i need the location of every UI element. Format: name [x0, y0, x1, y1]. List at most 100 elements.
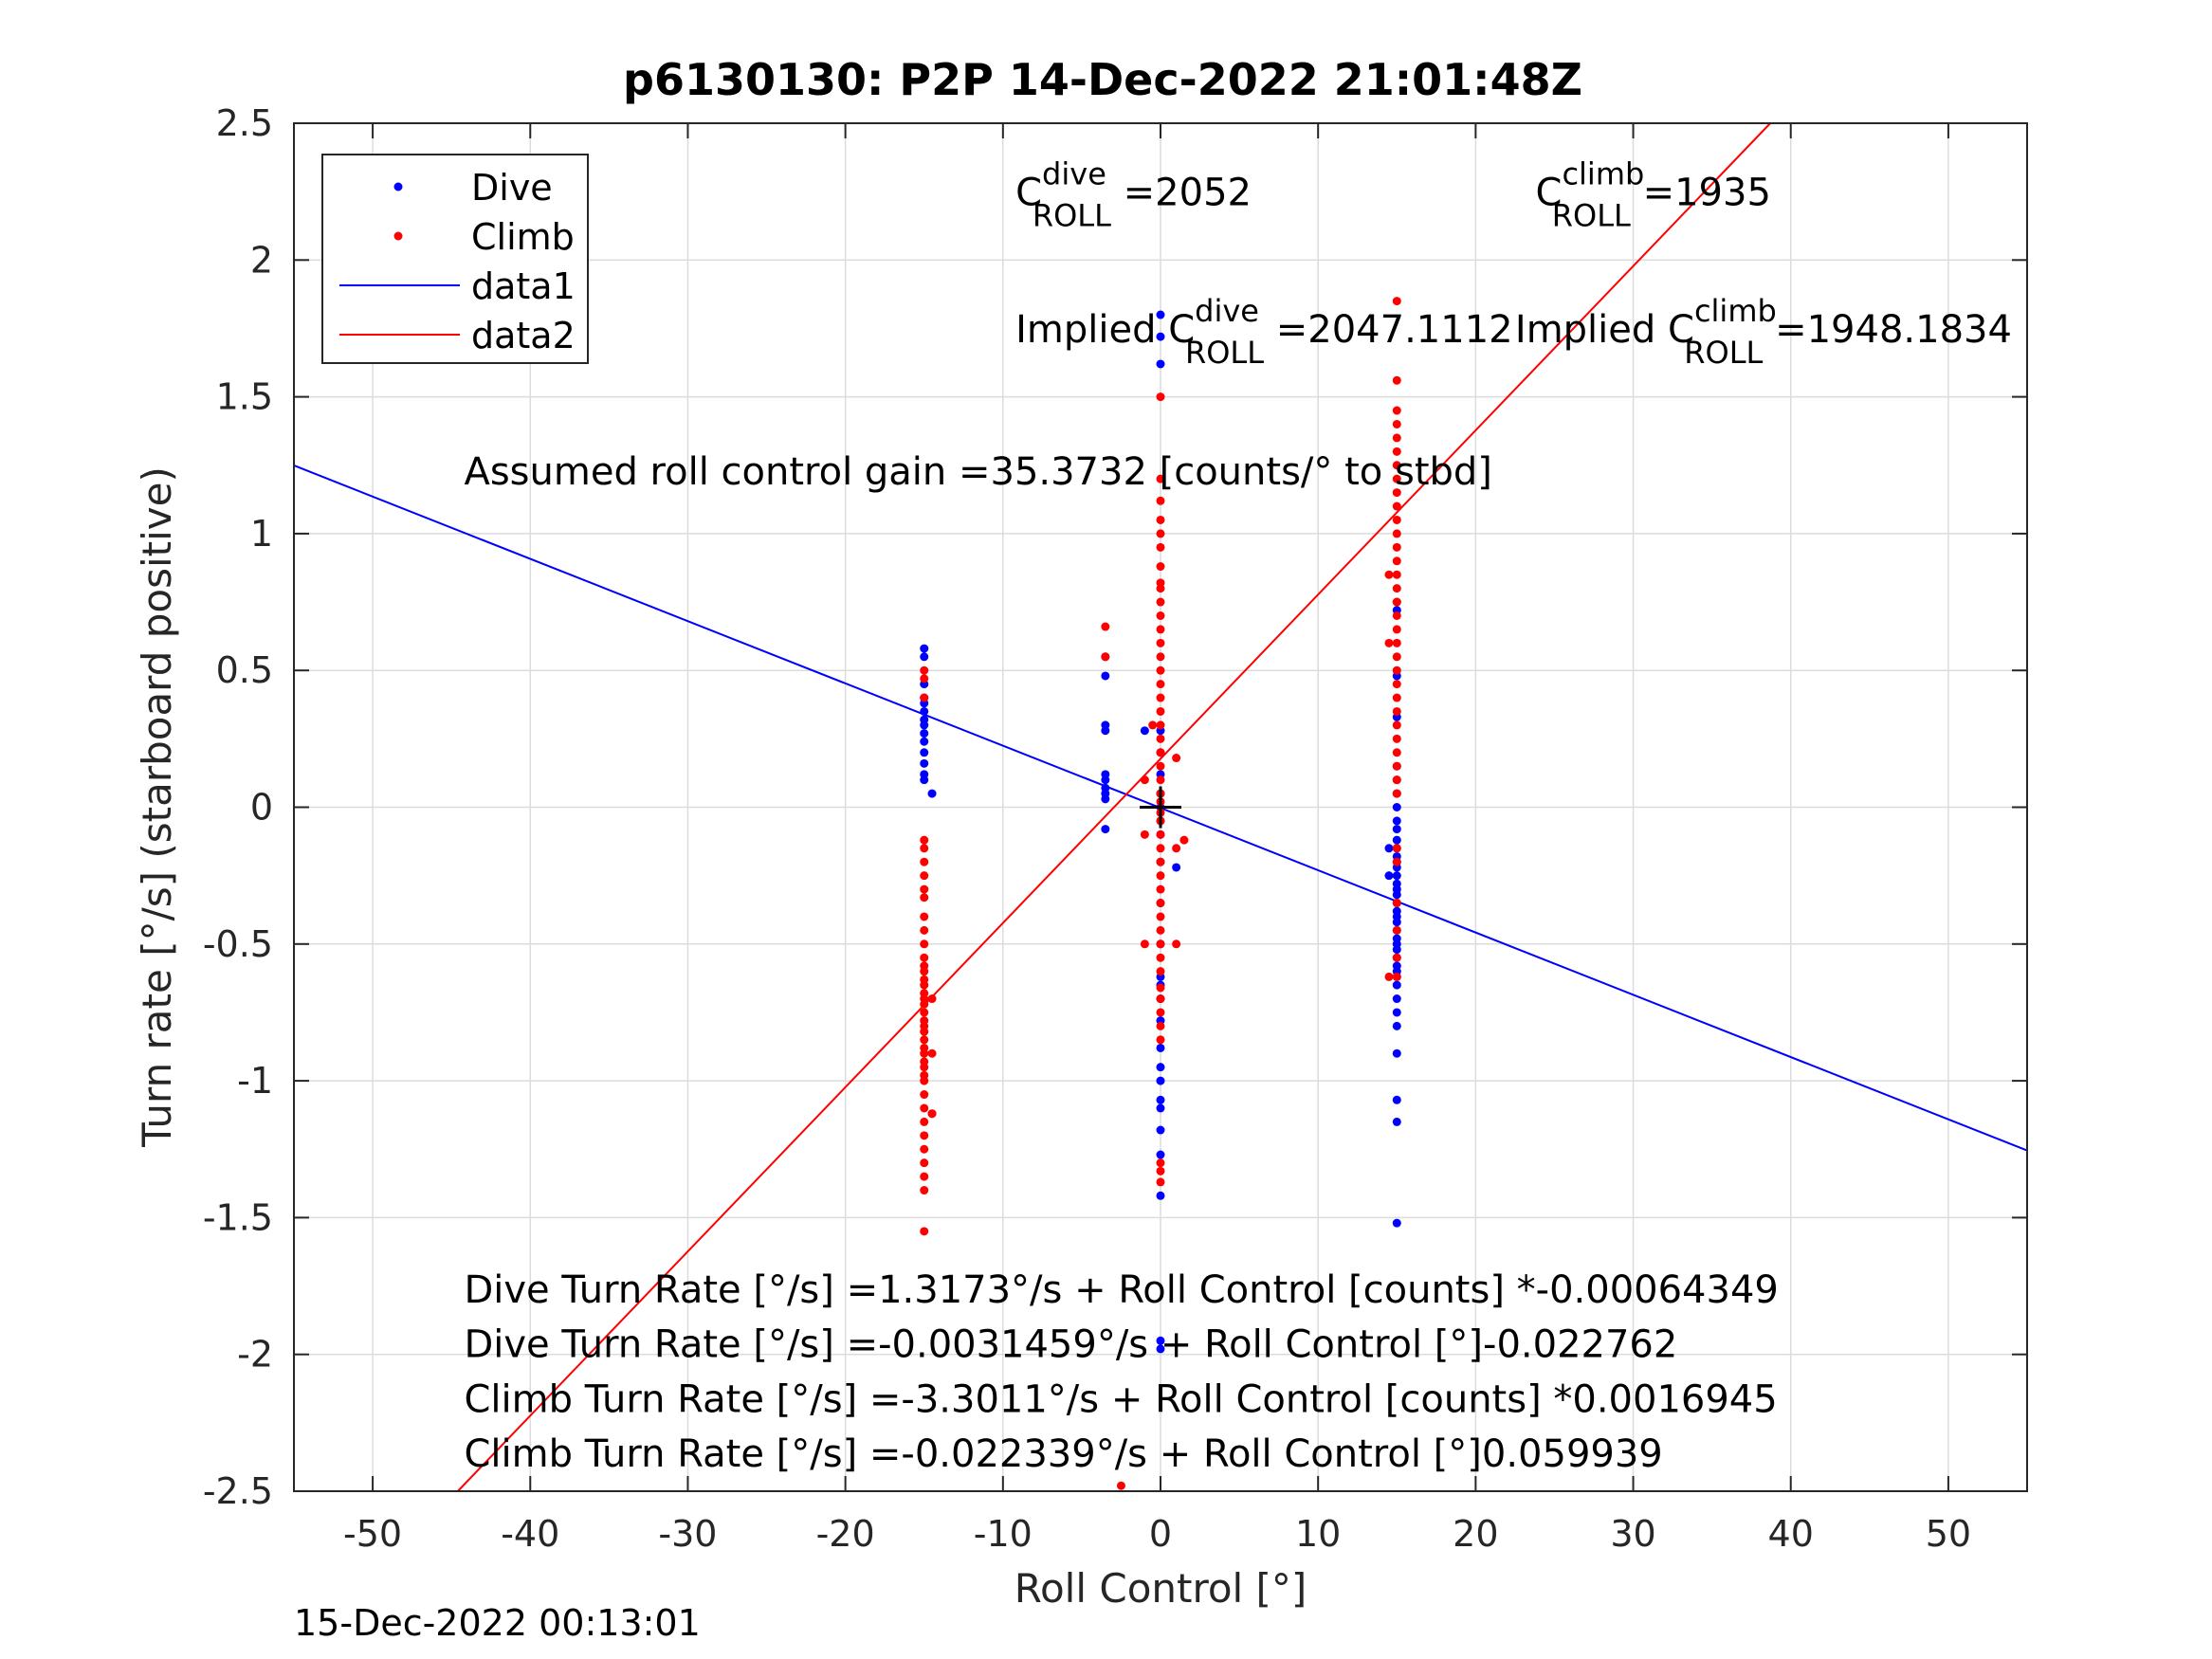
climb-point — [920, 1090, 929, 1100]
timestamp-label: 15-Dec-2022 00:13:01 — [294, 1602, 701, 1644]
climb-point — [920, 1227, 929, 1236]
y-tick-label: 0 — [250, 787, 273, 829]
dive-point — [920, 729, 929, 738]
dive-point — [1392, 1021, 1401, 1030]
climb-point — [1392, 857, 1401, 866]
climb-point — [1156, 1158, 1165, 1168]
y-tick-label: -1 — [237, 1060, 273, 1102]
climb-point — [1392, 761, 1401, 771]
climb-point — [920, 1103, 929, 1113]
dive-point — [1140, 726, 1149, 736]
climb-point — [1156, 542, 1165, 552]
y-tick-label: -2 — [237, 1334, 273, 1376]
x-axis-label: Roll Control [°] — [1015, 1565, 1307, 1612]
climb-point — [920, 1144, 929, 1154]
climb-point — [920, 693, 929, 702]
legend-label: data2 — [471, 315, 576, 356]
climb-point — [1156, 496, 1165, 505]
climb-point — [1156, 912, 1165, 921]
climb-point — [920, 1035, 929, 1045]
annotation-gain: Assumed roll control gain =35.3732 [coun… — [464, 450, 1491, 494]
climb-point — [920, 857, 929, 866]
climb-point — [927, 1109, 937, 1119]
climb-point — [1156, 748, 1165, 757]
climb-point — [920, 871, 929, 881]
climb-point — [1156, 844, 1165, 853]
dive-point — [1392, 835, 1401, 845]
climb-point — [920, 999, 929, 1009]
climb-point — [1140, 830, 1149, 839]
climb-point — [1384, 972, 1394, 981]
dive-point — [1392, 1218, 1401, 1228]
climb-point — [1392, 488, 1401, 498]
climb-point — [1392, 474, 1401, 483]
climb-point — [1392, 789, 1401, 798]
dive-point — [1156, 1103, 1165, 1113]
climb-point — [1156, 665, 1165, 675]
climb-point — [927, 1048, 937, 1058]
fit-line-data2 — [457, 122, 1771, 1492]
dive-point — [1101, 794, 1110, 804]
climb-point — [1156, 625, 1165, 634]
legend-box — [321, 154, 589, 364]
climb-point — [1392, 515, 1401, 524]
climb-point — [1392, 706, 1401, 716]
dive-point — [1156, 1150, 1165, 1159]
climb-point — [1156, 775, 1165, 785]
y-tick-label: -2.5 — [203, 1470, 273, 1512]
climb-point — [1392, 680, 1401, 689]
climb-point — [1156, 474, 1165, 483]
climb-point — [1156, 706, 1165, 716]
y-tick-label: -1.5 — [203, 1196, 273, 1238]
climb-point — [1156, 884, 1165, 894]
dive-point — [1392, 994, 1401, 1004]
climb-point — [1156, 693, 1165, 702]
data-points — [920, 297, 1401, 1490]
climb-point — [1101, 622, 1110, 631]
climb-point — [1392, 570, 1401, 579]
climb-point — [1156, 967, 1165, 976]
dive-point — [1392, 1008, 1401, 1017]
y-tick-label: 1.5 — [216, 376, 273, 418]
climb-point — [1392, 375, 1401, 385]
dive-point — [1392, 945, 1401, 955]
x-tick-label: -20 — [816, 1513, 875, 1555]
dive-point — [1392, 890, 1401, 900]
climb-point — [1392, 734, 1401, 743]
dive-point — [1101, 825, 1110, 834]
climb-point — [920, 1063, 929, 1072]
climb-point — [1156, 584, 1165, 593]
climb-point — [1156, 761, 1165, 771]
dive-point — [1101, 775, 1110, 785]
climb-point — [920, 925, 929, 935]
dive-point — [1384, 844, 1394, 853]
dive-point — [1392, 816, 1401, 826]
climb-point — [1392, 611, 1401, 620]
climb-point — [1156, 925, 1165, 935]
annotation-implied-climb: Implied Cclimb ROLL =1948.1834 — [1515, 293, 2012, 371]
climb-point — [1392, 406, 1401, 415]
x-tick-label: -50 — [343, 1513, 402, 1555]
plot-frame — [293, 122, 2028, 1492]
x-tick-labels: -50 -40 -30 -20 -10 0 10 20 30 40 50 — [343, 1513, 1971, 1555]
origin-marker — [1140, 786, 1181, 829]
x-tick-label: -40 — [501, 1513, 559, 1555]
climb-point — [1392, 556, 1401, 566]
climb-point — [1179, 835, 1189, 845]
y-tick-label: -0.5 — [203, 923, 273, 965]
legend-label: Dive — [471, 167, 553, 209]
climb-point — [1392, 529, 1401, 538]
dive-point — [920, 652, 929, 662]
climb-point — [1116, 1481, 1125, 1490]
climb-point — [1392, 720, 1401, 730]
dive-point — [1392, 803, 1401, 811]
climb-point — [1392, 748, 1401, 757]
climb-point — [1156, 638, 1165, 647]
dive-point — [1392, 1048, 1401, 1058]
climb-point — [1384, 638, 1394, 647]
dive-point — [927, 789, 937, 798]
annotation-eq4: Climb Turn Rate [°/s] =-0.022339°/s + Ro… — [464, 1432, 1662, 1476]
dive-point — [1101, 726, 1110, 736]
dive-point — [920, 748, 929, 757]
